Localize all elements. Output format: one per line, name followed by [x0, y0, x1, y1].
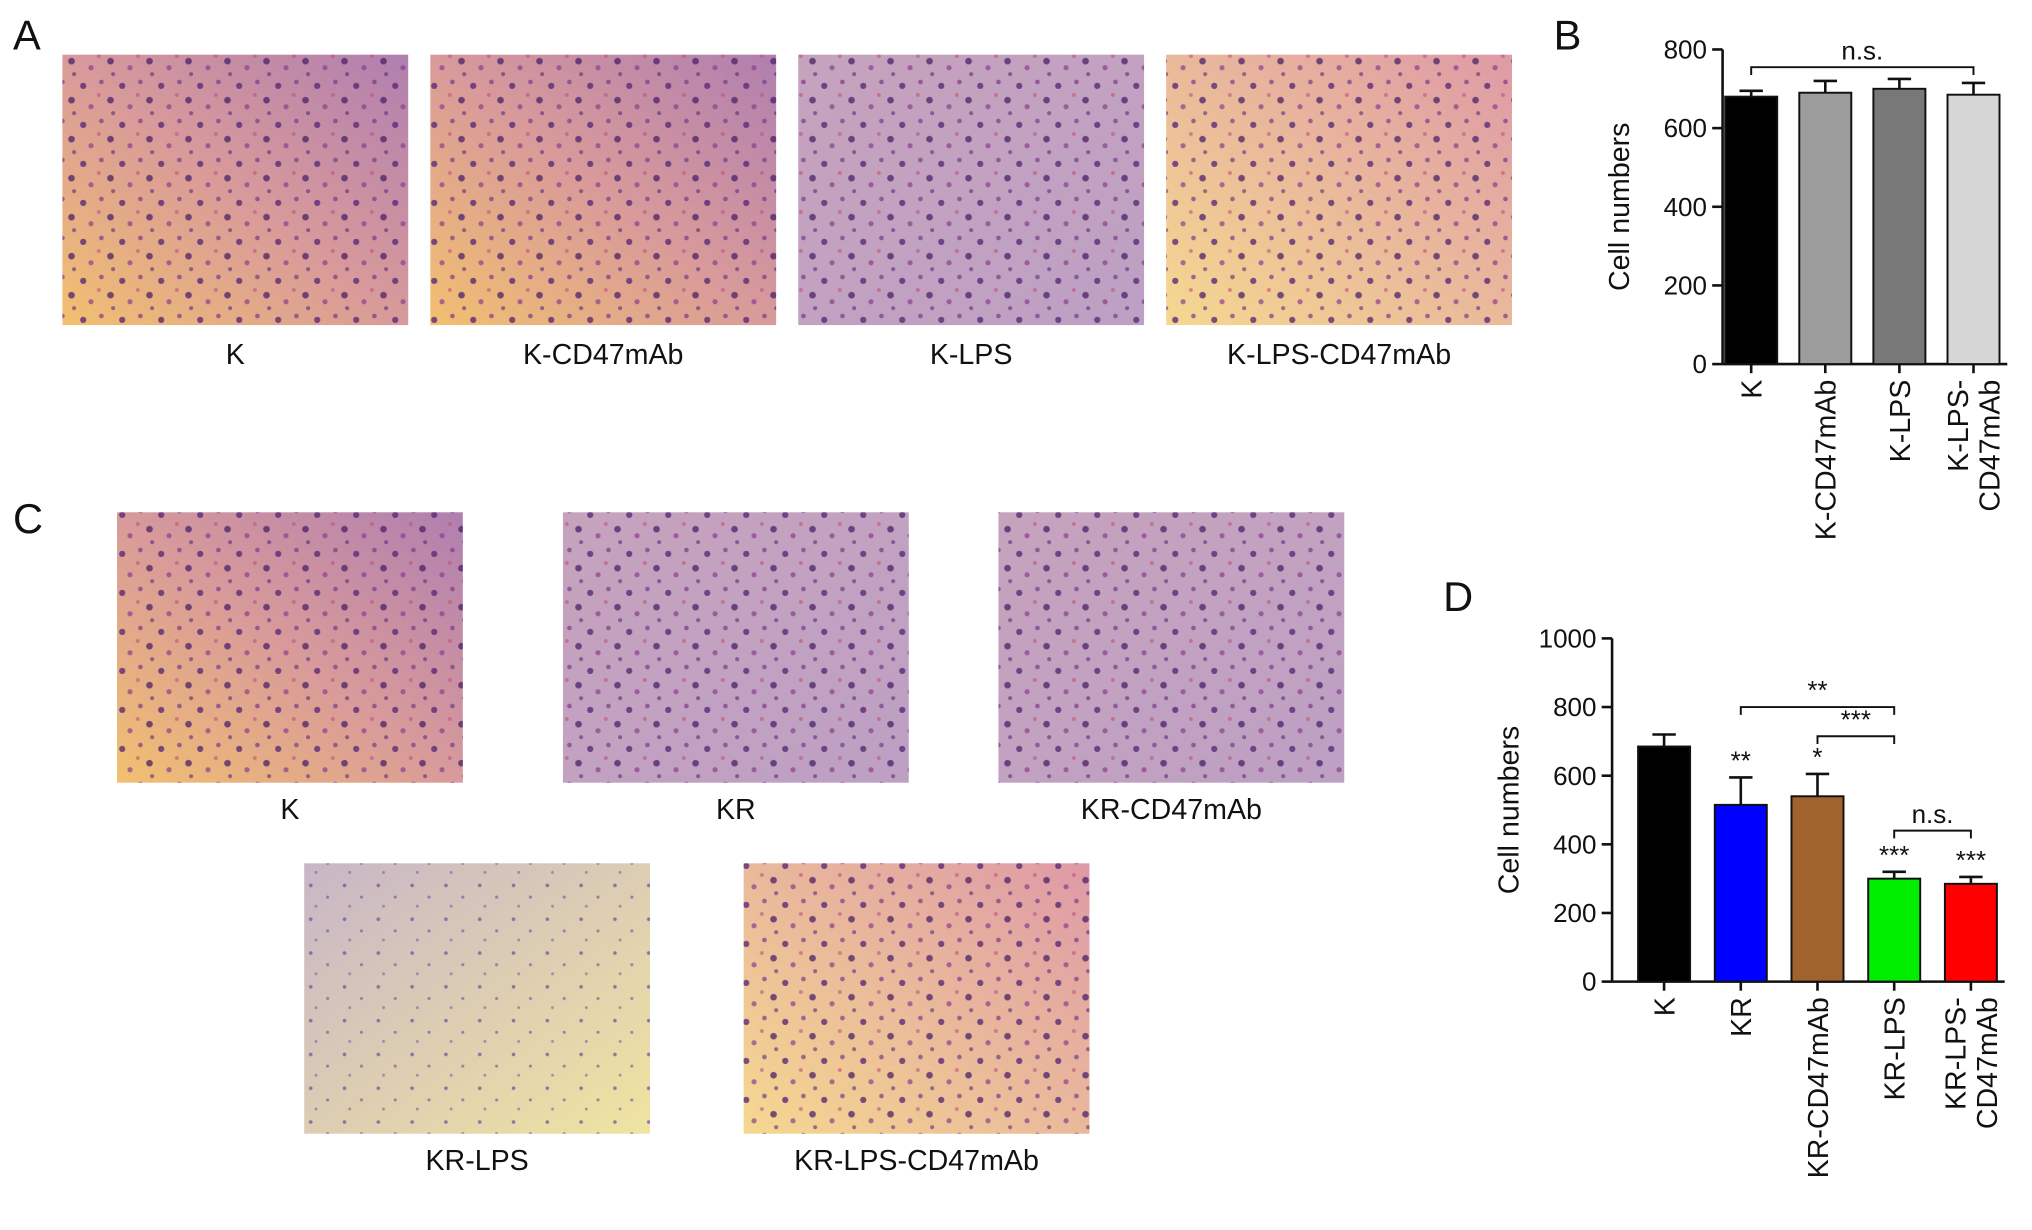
x-tick-label: KR-LPS	[1880, 997, 1912, 1100]
bar	[1637, 745, 1692, 983]
y-axis-label: Cell numbers	[1604, 123, 1636, 291]
bar	[1790, 795, 1845, 983]
significance-bracket	[1750, 66, 1975, 75]
x-tick-label: K-CD47mAb	[1811, 380, 1843, 541]
micrograph-cells	[743, 863, 1090, 1134]
image-caption: K-CD47mAb	[523, 339, 684, 371]
image-caption: KR	[716, 794, 756, 826]
micrograph-cells	[430, 54, 777, 326]
bar	[1798, 91, 1853, 366]
bar	[1872, 87, 1927, 366]
image-caption: K	[280, 794, 299, 826]
panel-label: A	[13, 11, 41, 58]
significance-bracket	[1893, 829, 1972, 839]
significance-label: ***	[1879, 840, 1909, 870]
y-tick-label: 600	[1664, 113, 1707, 143]
y-tick-label: 400	[1553, 829, 1596, 859]
micrograph-cells	[798, 54, 1145, 326]
image-caption: KR-LPS	[425, 1145, 528, 1177]
y-axis-label: Cell numbers	[1493, 726, 1525, 894]
panel-label: C	[13, 495, 43, 542]
micrograph-cells	[304, 863, 651, 1134]
y-tick-label: 200	[1553, 898, 1596, 928]
micrograph-cells	[117, 512, 463, 783]
bracket-label: n.s.	[1912, 799, 1954, 829]
x-tick-label: K-LPS	[1885, 380, 1917, 463]
y-tick-label: 600	[1553, 761, 1596, 791]
y-tick-label: 200	[1664, 271, 1707, 301]
bracket-label: n.s.	[1841, 35, 1883, 65]
y-tick-label: 0	[1582, 967, 1596, 997]
micrograph-cells	[998, 512, 1345, 783]
significance-label: *	[1812, 742, 1822, 772]
bar	[1946, 93, 2001, 366]
significance-bracket	[1816, 735, 1896, 745]
y-tick-label: 800	[1664, 35, 1707, 65]
x-tick-label: K	[1737, 380, 1769, 399]
x-tick-label: KR-LPS-CD47mAb	[1941, 997, 2004, 1129]
y-tick-label: 1000	[1539, 624, 1597, 654]
bar-chart: 0 200 400 600 800 Cell numbers K K-CD47mAb K-LPS…	[1604, 35, 2008, 541]
bracket-label: ***	[1841, 704, 1871, 734]
bar	[1713, 803, 1768, 983]
image-caption: KR-CD47mAb	[1081, 794, 1262, 826]
bar	[1867, 877, 1922, 983]
significance-label: ***	[1956, 845, 1986, 875]
panel-label: B	[1554, 11, 1582, 58]
micrograph-cells	[62, 54, 409, 326]
image-caption: K	[226, 339, 245, 371]
x-tick-label: KR-CD47mAb	[1803, 997, 1835, 1178]
panel-label: D	[1443, 573, 1473, 620]
image-caption: KR-LPS-CD47mAb	[794, 1145, 1039, 1177]
y-tick-label: 400	[1664, 192, 1707, 222]
micrograph-cells	[562, 512, 909, 783]
image-caption: K-LPS-CD47mAb	[1227, 339, 1451, 371]
x-tick-label: K-LPS-CD47mAb	[1943, 380, 2006, 512]
y-tick-label: 800	[1553, 692, 1596, 722]
bracket-label: **	[1807, 675, 1827, 705]
image-caption: K-LPS	[930, 339, 1013, 371]
bar-chart: 0 200 400 600 800 1000 Cell numbers K KR ** KR-CD4…	[1493, 624, 2005, 1178]
bar	[1724, 95, 1779, 366]
micrograph-cells	[1166, 54, 1512, 326]
x-tick-label: K	[1649, 997, 1681, 1016]
x-tick-label: KR	[1726, 997, 1758, 1037]
y-tick-label: 0	[1693, 349, 1707, 379]
bar	[1943, 882, 1998, 983]
significance-label: **	[1731, 746, 1751, 776]
micrographs	[62, 54, 1512, 1134]
significance-bracket	[1739, 706, 1896, 715]
